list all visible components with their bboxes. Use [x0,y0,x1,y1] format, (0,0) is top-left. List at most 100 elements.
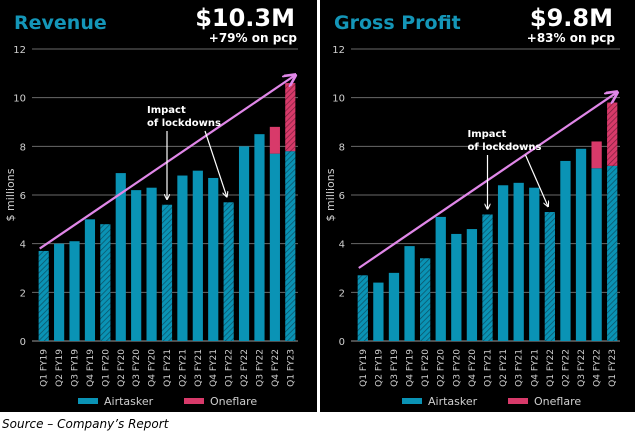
x-tick-label: Q1 FY20 [101,349,111,387]
legend-label-airtasker: Airtasker [428,395,478,408]
x-tick-label: Q2 FY20 [117,349,127,387]
bar-airtasker [575,148,587,341]
bar-oneflare [607,102,618,166]
x-tick-label: Q4 FY22 [593,349,603,387]
y-tick-label: 12 [332,45,345,56]
x-tick-label: Q4 FY21 [209,349,219,387]
annotation-arrow [524,154,548,206]
x-tick-label: Q2 FY22 [240,349,250,387]
x-tick-label: Q2 FY20 [437,349,447,387]
bar-airtasker [146,187,157,341]
legend-swatch-oneflare [508,398,528,404]
bar-airtasker [69,241,80,341]
y-tick-label: 2 [20,288,26,299]
y-axis-label: $ millions [4,168,17,221]
y-tick-label: 2 [339,288,345,299]
gross-profit-growth: +83% on pcp [526,31,615,45]
x-tick-label: Q1 FY20 [421,349,431,387]
revenue-chart: 0 2 4 6 8 10 12 $ millions Q1 FY19 Q2 FY19 Q3 FY19… [4,45,317,408]
bar-airtasker [404,246,415,341]
bar-airtasker [529,187,540,341]
y-tick-label: 6 [20,191,26,202]
x-tick-label: Q2 FY21 [178,349,188,387]
bar-airtasker [177,175,188,341]
bar-airtasker [544,212,555,341]
y-axis-label: $ millions [324,168,337,221]
x-tick-label: Q4 FY20 [468,349,478,387]
x-tick-label: Q3 FY22 [577,349,587,387]
x-tick-label: Q3 FY22 [255,349,265,387]
x-tick-label: Q4 FY20 [148,349,158,387]
bar-airtasker [451,233,462,341]
x-tick-label: Q4 FY21 [530,349,540,387]
bar-airtasker [100,224,111,341]
bar-airtasker [38,250,49,341]
bar-airtasker [591,168,602,341]
bar-airtasker [254,134,265,341]
x-tick-label: Q2 FY19 [374,349,384,387]
bar-airtasker [84,219,96,341]
legend-swatch-airtasker [78,398,98,404]
legend-label-airtasker: Airtasker [104,395,154,408]
revenue-title: Revenue [14,12,107,34]
x-tick-label: Q3 FY21 [515,349,525,387]
x-tick-label: Q3 FY20 [452,349,462,387]
x-tick-label: Q1 FY23 [608,349,618,387]
bar-airtasker [208,177,219,341]
y-tick-label: 10 [332,94,345,105]
bar-airtasker [223,202,234,341]
annotation-label: Impact [468,129,507,140]
gross-profit-panel: Gross Profit $9.8M +83% on pcp 0 2 4 6 8 10 12… [320,0,635,412]
annotation-label: of lockdowns [468,142,542,153]
revenue-growth: +79% on pcp [208,31,297,45]
x-tick-label: Q1 FY22 [225,349,235,387]
bar-airtasker [466,229,478,341]
x-tick-label: Q1 FY22 [546,349,556,387]
annotation-label: Impact [147,105,186,116]
bar-airtasker [388,272,400,341]
x-tick-label: Q1 FY19 [359,349,369,387]
x-tick-label: Q1 FY21 [163,349,173,387]
x-tick-label: Q2 FY19 [55,349,65,387]
bar-airtasker [513,182,524,341]
y-tick-label: 8 [20,142,26,153]
bar-airtasker [420,258,431,341]
revenue-panel: Revenue $10.3M +79% on pcp 0 2 4 6 8 10 12 $ mi… [0,0,317,412]
source-note: Source – Company’s Report [2,417,169,431]
y-tick-label: 0 [20,337,26,348]
bar-oneflare [269,126,280,154]
bar-airtasker [115,173,126,341]
bar-airtasker [161,204,173,341]
bar-airtasker [192,170,203,341]
bar-airtasker [357,275,368,341]
bar-airtasker [497,185,509,341]
x-tick-label: Q4 FY19 [86,349,96,387]
annotation-arrow [204,130,227,196]
x-tick-label: Q1 FY19 [40,349,50,387]
legend-label-oneflare: Oneflare [534,395,581,408]
x-tick-label: Q3 FY19 [71,349,81,387]
bar-airtasker [373,282,384,341]
bar-airtasker [285,151,296,341]
x-tick-label: Q4 FY19 [406,349,416,387]
y-tick-label: 4 [339,240,345,251]
legend-label-oneflare: Oneflare [210,395,257,408]
x-tick-label: Q2 FY22 [561,349,571,387]
bar-oneflare [285,83,296,152]
gross-profit-title: Gross Profit [334,12,461,34]
x-tick-label: Q3 FY19 [390,349,400,387]
bar-airtasker [607,165,618,341]
bar-airtasker [131,190,142,341]
y-tick-label: 8 [339,142,345,153]
y-tick-label: 0 [339,337,345,348]
bar-airtasker [238,146,250,341]
legend-swatch-oneflare [184,398,204,404]
x-tick-label: Q3 FY20 [132,349,142,387]
y-tick-label: 12 [13,45,26,56]
x-tick-label: Q4 FY22 [271,349,281,387]
x-tick-label: Q1 FY23 [286,349,296,387]
gross-profit-chart: 0 2 4 6 8 10 12 $ millions Q1 FY19 Q2 FY19 Q3 FY19… [324,45,635,408]
bar-airtasker [435,216,446,341]
gross-profit-headline: $9.8M [529,4,613,32]
y-tick-label: 10 [13,94,26,105]
